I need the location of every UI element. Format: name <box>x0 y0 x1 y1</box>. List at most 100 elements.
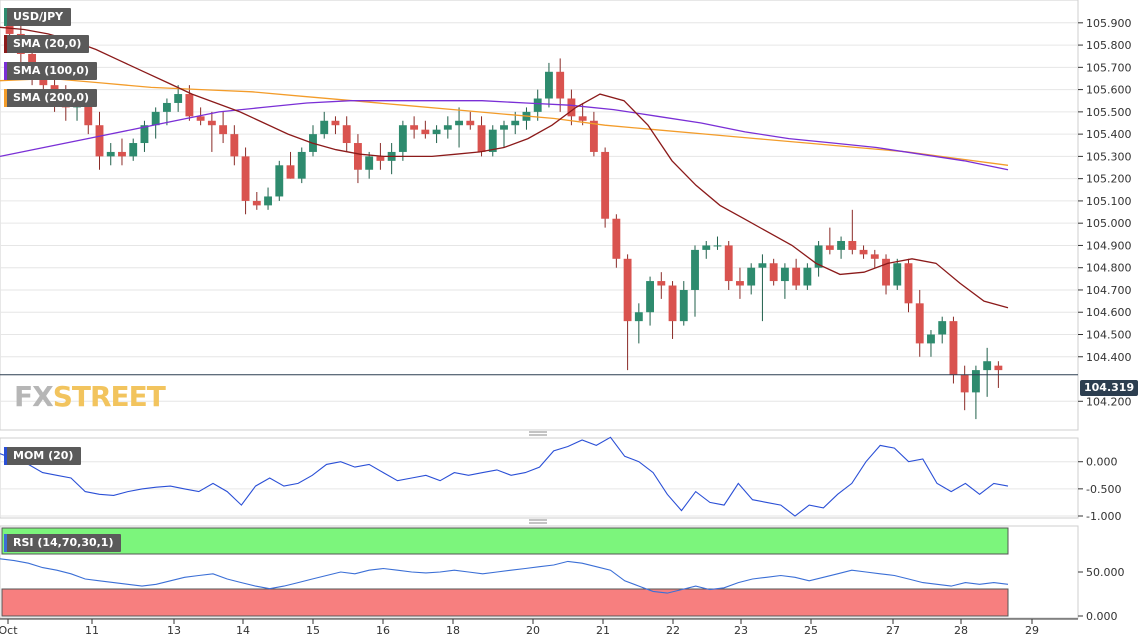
rsi-label[interactable]: RSI (14,70,30,1) <box>4 534 122 552</box>
x-axis-label: 29 <box>1025 624 1039 637</box>
sma200-swatch <box>4 89 7 107</box>
x-axis-label: 27 <box>886 624 900 637</box>
current-price-badge: 104.319 <box>1080 380 1139 396</box>
candle-body <box>196 116 205 121</box>
candle-body <box>488 129 497 152</box>
rsi-panel-resize-handle[interactable] <box>529 519 547 524</box>
instrument-swatch <box>4 8 7 26</box>
price-axis-label: 105.100 <box>1086 195 1132 208</box>
mom-axis-label: -1.000 <box>1086 510 1121 523</box>
candle-body <box>657 281 666 286</box>
rsi-swatch <box>4 534 7 552</box>
x-axis-label: 13 <box>167 624 181 637</box>
candle-body <box>567 98 576 117</box>
candle-body <box>882 258 890 286</box>
candle-body <box>679 289 688 322</box>
candle-body <box>612 218 621 259</box>
mom-label[interactable]: MOM (20) <box>4 447 82 465</box>
candle-body <box>601 151 610 219</box>
mom-text: MOM (20) <box>13 449 74 462</box>
instrument-text: USD/JPY <box>13 10 64 23</box>
candle-body <box>477 125 486 152</box>
candle-body <box>904 263 913 304</box>
candle-body <box>421 129 430 135</box>
candle-body <box>95 125 104 157</box>
rsi-line <box>0 558 1009 594</box>
mom-line <box>0 436 1009 517</box>
price-axis-label: 104.200 <box>1086 395 1132 408</box>
instrument-label[interactable]: USD/JPY <box>4 8 72 26</box>
candle-body <box>589 120 598 152</box>
candle-body <box>410 125 419 130</box>
price-axis-label: 104.900 <box>1086 239 1132 252</box>
x-axis-label: 14 <box>236 624 250 637</box>
candle-body <box>848 240 857 250</box>
candle-body <box>556 71 565 99</box>
sma100-text: SMA (100,0) <box>13 64 90 77</box>
price-panel[interactable] <box>0 0 1079 431</box>
candle-body <box>983 361 992 371</box>
rsi-axis-label: 0.000 <box>1086 610 1118 623</box>
candle-body <box>634 312 643 322</box>
sma100-label[interactable]: SMA (100,0) <box>4 62 98 80</box>
candle-body <box>118 151 126 157</box>
rsi-axis-label: 50.000 <box>1086 566 1125 579</box>
x-axis-label: 16 <box>376 624 390 637</box>
price-axis-label: 105.000 <box>1086 217 1132 230</box>
candle-body <box>533 98 542 112</box>
candle-body <box>455 120 463 126</box>
candle-body <box>466 120 475 126</box>
candle-body <box>162 102 171 112</box>
mom-panel-resize-handle[interactable] <box>529 431 547 436</box>
sma200-text: SMA (200,0) <box>13 91 90 104</box>
watermark-fx: FX <box>14 380 54 413</box>
x-axis-label: 11 <box>85 624 99 637</box>
candle-body <box>185 94 194 117</box>
candle-body <box>994 365 1003 371</box>
price-axis-label: 105.400 <box>1086 128 1132 141</box>
candle-body <box>713 245 722 247</box>
candle-body <box>432 129 441 135</box>
candle-body <box>971 370 980 393</box>
x-axis-label: Oct <box>0 624 18 637</box>
mom-panel[interactable] <box>0 437 1079 519</box>
candle-body <box>646 281 654 313</box>
candle-body <box>354 143 362 170</box>
candle-body <box>275 165 284 197</box>
candle-body <box>5 18 14 34</box>
candle-body <box>623 258 632 322</box>
candle-body <box>938 321 947 335</box>
candle-body <box>398 125 407 152</box>
x-axis-label: 25 <box>804 624 818 637</box>
price-axis-label: 104.600 <box>1086 306 1132 319</box>
sma200-label[interactable]: SMA (200,0) <box>4 89 98 107</box>
candle-body <box>747 267 756 286</box>
candle-body <box>769 263 778 282</box>
candle-body <box>140 125 149 144</box>
candle-body <box>927 334 935 344</box>
price-axis-label: 105.700 <box>1086 61 1132 74</box>
fxstreet-watermark: FXSTREET <box>14 380 166 413</box>
sma20-text: SMA (20,0) <box>13 37 82 50</box>
candle-body <box>230 134 239 157</box>
candle-body <box>893 263 902 286</box>
candle-body <box>252 200 261 206</box>
candle-body <box>264 196 272 206</box>
candle-body <box>151 111 160 126</box>
candle-body <box>241 156 250 201</box>
candle-body <box>207 120 216 126</box>
candle-body <box>297 151 306 179</box>
mom-swatch <box>4 447 7 465</box>
price-axis-label: 104.400 <box>1086 351 1132 364</box>
sma20-label[interactable]: SMA (20,0) <box>4 35 90 53</box>
price-axis-label: 105.600 <box>1086 84 1132 97</box>
x-axis-label: 21 <box>596 624 610 637</box>
candle-body <box>792 267 801 286</box>
price-axis-label: 105.300 <box>1086 150 1132 163</box>
sma200-line <box>0 77 1009 166</box>
candle-body <box>814 245 823 268</box>
x-axis-label: 22 <box>666 624 680 637</box>
watermark-street: STREET <box>52 380 166 413</box>
